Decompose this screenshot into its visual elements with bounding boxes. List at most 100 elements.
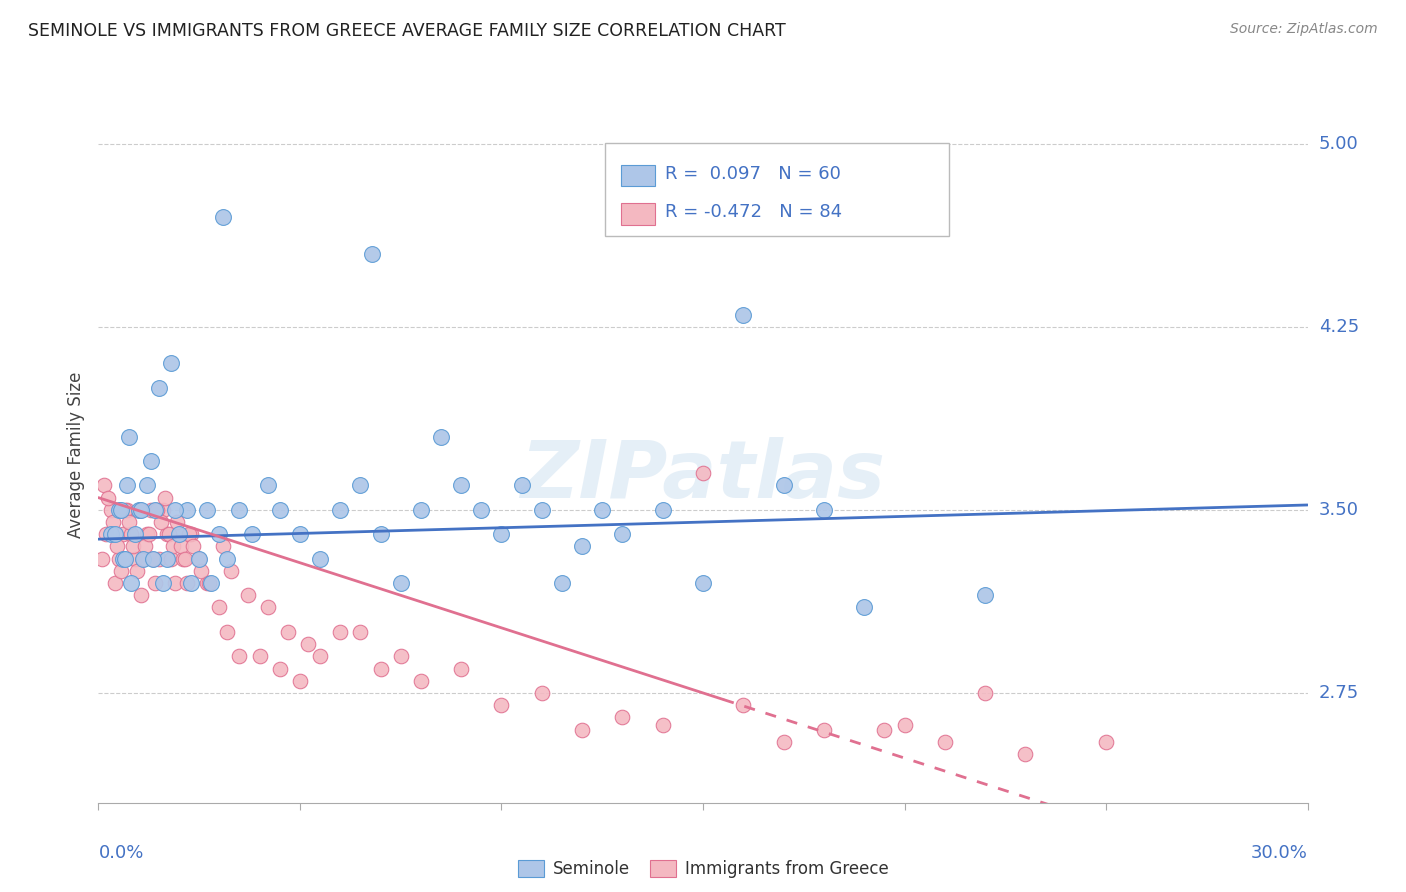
Point (329, 503, 352, 517)
Point (103, 527, 125, 541)
Text: ZIPatlas: ZIPatlas (520, 437, 886, 515)
Point (172, 551, 194, 566)
Point (143, 576, 166, 591)
Point (170, 540, 193, 554)
Point (160, 356, 183, 370)
Text: R = -0.472   N = 84: R = -0.472 N = 84 (665, 203, 842, 221)
Point (470, 503, 492, 517)
Point (530, 503, 553, 517)
Point (115, 503, 138, 517)
Point (813, 723, 835, 737)
Point (167, 527, 190, 541)
Point (651, 717, 673, 731)
Point (195, 503, 218, 517)
Point (491, 698, 513, 713)
Point (389, 649, 412, 664)
Point (256, 600, 278, 615)
Point (110, 503, 132, 517)
Point (149, 515, 172, 529)
Point (893, 717, 915, 731)
Point (124, 551, 146, 566)
Point (450, 478, 472, 492)
Point (135, 527, 157, 541)
Point (128, 503, 150, 517)
Point (571, 723, 593, 737)
Point (228, 503, 250, 517)
Point (180, 527, 202, 541)
Point (179, 527, 201, 541)
Point (166, 515, 188, 529)
Point (157, 527, 180, 541)
Point (591, 503, 613, 517)
Text: Source: ZipAtlas.com: Source: ZipAtlas.com (1230, 22, 1378, 37)
Point (510, 478, 533, 492)
Point (93, 478, 115, 492)
Point (162, 540, 184, 554)
Point (156, 551, 179, 566)
Point (853, 600, 876, 615)
Point (974, 588, 997, 602)
Point (176, 503, 198, 517)
Point (107, 551, 129, 566)
Point (297, 637, 319, 651)
Point (692, 576, 714, 591)
Text: 30.0%: 30.0% (1251, 845, 1308, 863)
Point (409, 503, 432, 517)
Point (450, 661, 472, 675)
Point (152, 503, 174, 517)
Point (530, 686, 553, 700)
Point (111, 527, 134, 541)
Point (212, 540, 235, 554)
Point (176, 576, 198, 591)
Point (934, 735, 956, 749)
Point (240, 527, 263, 541)
Point (142, 551, 165, 566)
Point (156, 527, 179, 541)
Point (148, 551, 170, 566)
Point (190, 564, 212, 578)
Point (146, 503, 169, 517)
Point (551, 576, 574, 591)
Point (733, 698, 755, 713)
Point (212, 210, 235, 224)
Point (361, 246, 384, 260)
Point (129, 503, 152, 517)
Point (120, 576, 142, 591)
Point (208, 527, 231, 541)
Point (277, 624, 299, 639)
Text: 5.00: 5.00 (1319, 135, 1358, 153)
Point (208, 600, 231, 615)
Point (111, 551, 134, 566)
Point (571, 540, 593, 554)
Point (139, 454, 162, 468)
Point (118, 515, 141, 529)
Point (389, 576, 412, 591)
Point (269, 503, 291, 517)
Point (180, 576, 202, 591)
Point (198, 576, 221, 591)
Point (163, 576, 186, 591)
Point (651, 503, 673, 517)
Point (160, 551, 183, 566)
Point (873, 723, 896, 737)
Point (309, 649, 332, 664)
Point (103, 576, 125, 591)
Point (349, 624, 371, 639)
Point (1095, 735, 1118, 749)
Point (217, 624, 239, 639)
Point (288, 673, 311, 688)
Point (181, 540, 204, 554)
Text: SEMINOLE VS IMMIGRANTS FROM GREECE AVERAGE FAMILY SIZE CORRELATION CHART: SEMINOLE VS IMMIGRANTS FROM GREECE AVERA… (28, 22, 786, 40)
Point (115, 478, 138, 492)
Point (370, 661, 392, 675)
Point (114, 551, 136, 566)
Point (349, 478, 371, 492)
Point (188, 551, 211, 566)
Point (100, 503, 122, 517)
Text: 0.0%: 0.0% (98, 845, 143, 863)
Point (167, 527, 190, 541)
Point (228, 649, 250, 664)
Point (143, 503, 166, 517)
Point (124, 527, 146, 541)
Point (370, 527, 392, 541)
